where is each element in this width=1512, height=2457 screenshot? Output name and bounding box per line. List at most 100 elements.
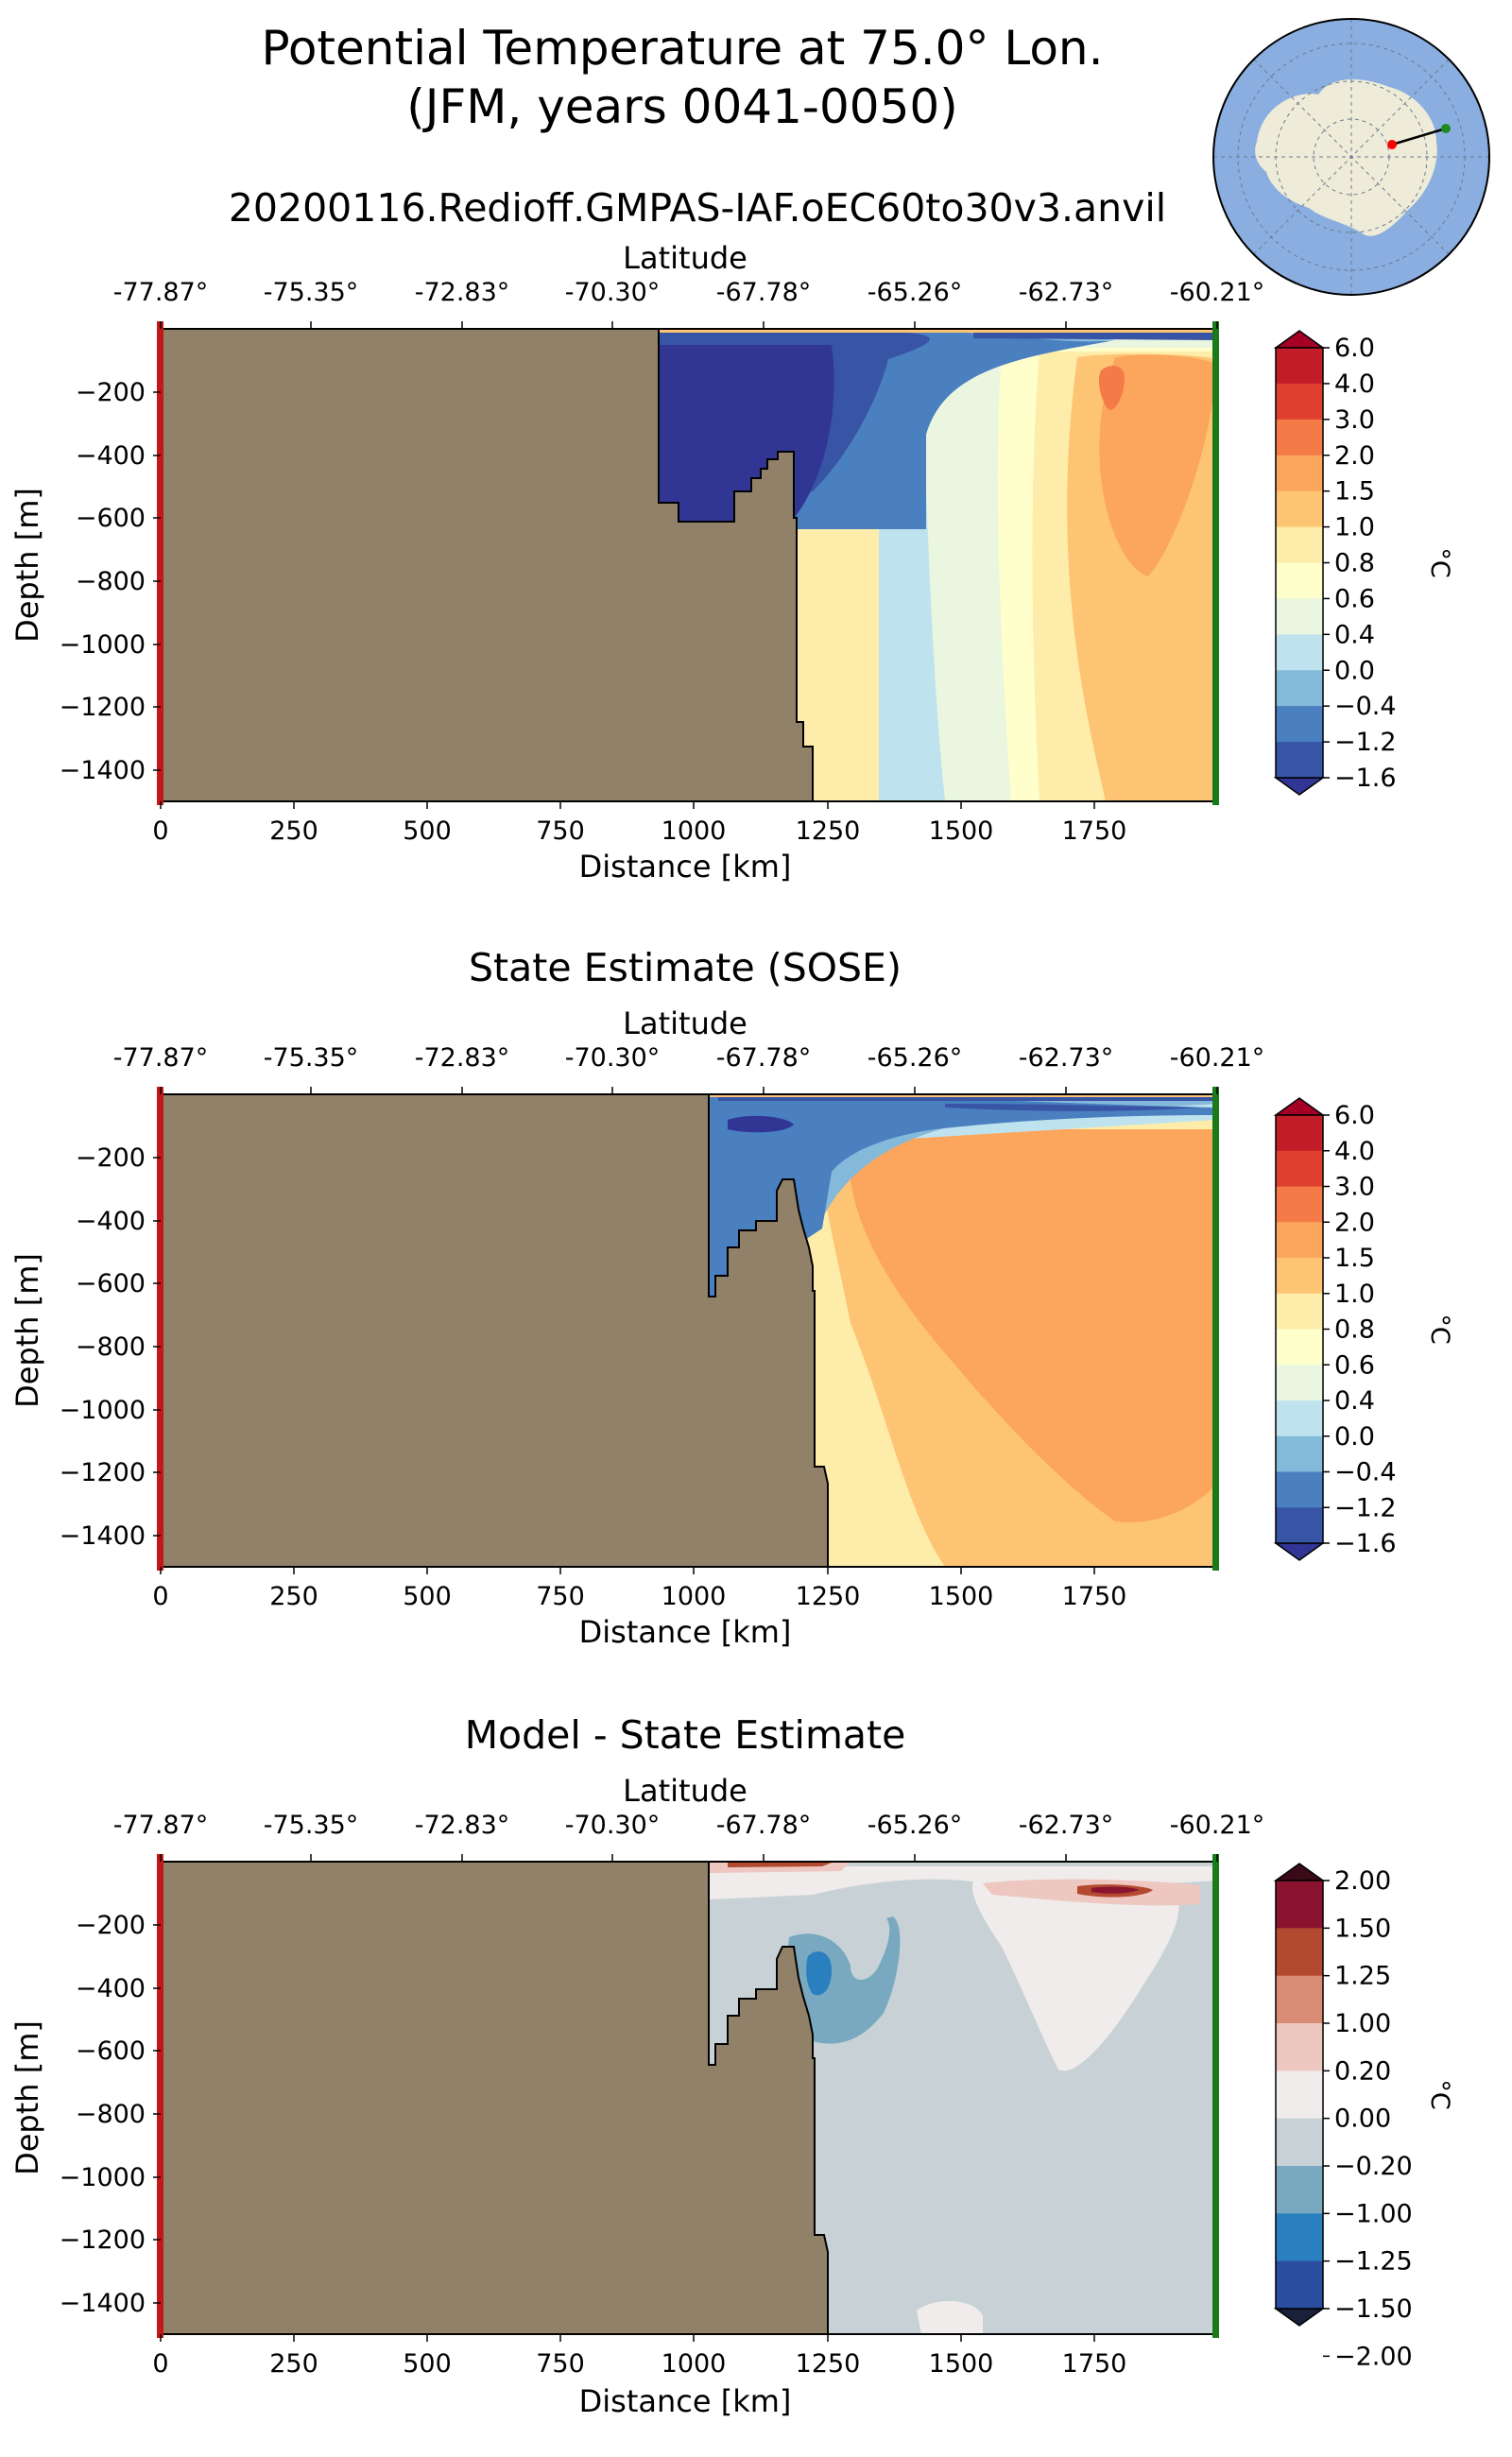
lat-tick-label: -60.21° [1170, 1811, 1265, 1840]
lat-tick-label: -77.87° [113, 1043, 209, 1073]
lat-tick-label: -62.73° [1019, 1043, 1114, 1073]
colorbar-segment [1276, 634, 1323, 671]
panel-difference: Model - State Estimate 0 250 500 [9, 1712, 1454, 2419]
sose-land-mask [160, 1093, 829, 1568]
lat-tick-label: -65.26° [868, 278, 963, 307]
xtick-label: 750 [536, 2349, 585, 2379]
xtick-label: 1250 [796, 816, 861, 846]
colorbar-tick-label: 1.00 [1334, 2009, 1391, 2038]
colorbar-tick-label: 4.0 [1334, 369, 1375, 399]
ytick-label: −1200 [60, 2225, 146, 2255]
colorbar-segment [1276, 742, 1323, 779]
lat-axis-label: Latitude [623, 240, 747, 276]
colorbar-tick-label: 1.0 [1334, 513, 1375, 542]
xtick-label: 750 [536, 1582, 585, 1611]
xtick-label: 250 [269, 2349, 318, 2379]
colorbar-segment [1276, 1258, 1323, 1295]
colorbar-tick-label: 2.00 [1334, 1866, 1391, 1896]
colorbar-segment [1276, 455, 1323, 492]
colorbar-segment [1276, 348, 1323, 385]
colorbar-tick-label: 1.5 [1334, 1244, 1375, 1273]
colorbar-tick-label: −1.6 [1334, 1529, 1397, 1558]
colorbar-extend-min [1273, 777, 1326, 796]
x-axis-label: Distance [km] [579, 2383, 792, 2419]
transect-start-point [1387, 140, 1397, 149]
colorbar-extend-min [1273, 1542, 1326, 1561]
colorbar-segment [1276, 1222, 1323, 1259]
lat-axis-label: Latitude [623, 1773, 747, 1809]
model-ticks [153, 321, 1218, 809]
lat-tick-label: -77.87° [113, 1811, 209, 1840]
lat-tick-label: -70.30° [565, 1043, 661, 1073]
colorbar-tick-label: 1.0 [1334, 1280, 1375, 1309]
ytick-label: −800 [76, 2100, 146, 2129]
colorbar-tick-label: 0.8 [1334, 1315, 1375, 1345]
xtick-label: 1500 [929, 816, 994, 846]
transect-end-marker [1212, 1854, 1219, 2338]
ytick-label: −400 [76, 1207, 146, 1236]
colorbar-segment [1276, 383, 1323, 421]
figure-title-line1: Potential Temperature at 75.0° Lon. [261, 21, 1103, 76]
lat-tick-label: -67.78° [716, 1811, 812, 1840]
colorbar-segment [1276, 598, 1323, 635]
transect-end-marker [1212, 321, 1219, 805]
colorbar-tick-label: 0.8 [1334, 549, 1375, 578]
colorbar-segment [1276, 1435, 1323, 1472]
xtick-label: 1000 [662, 816, 727, 846]
ytick-label: −1400 [60, 1521, 146, 1551]
colorbar-tick-label: 1.50 [1334, 1914, 1391, 1943]
xtick-label: 0 [152, 816, 168, 846]
panel-sose: State Estimate (SOSE) 0 250 500 [9, 945, 1454, 1650]
xtick-label: 0 [152, 1582, 168, 1611]
lat-tick-label: -62.73° [1019, 1811, 1114, 1840]
colorbar-tick-label: 3.0 [1334, 1173, 1375, 1202]
colorbar-segment [1276, 526, 1323, 563]
ytick-label: −200 [76, 1143, 146, 1173]
panel-title: Model - State Estimate [465, 1712, 906, 1758]
ytick-label: −600 [76, 2036, 146, 2066]
colorbar-tick-label: 6.0 [1334, 1101, 1375, 1130]
colorbar-tick-label: −0.4 [1334, 1458, 1397, 1487]
xtick-label: 1250 [796, 1582, 861, 1611]
colorbar-segment [1276, 2166, 1323, 2214]
colorbar-tick-label: 0.0 [1334, 1422, 1375, 1452]
colorbar-tick-label: 6.0 [1334, 334, 1375, 363]
xtick-label: 500 [403, 816, 452, 846]
colorbar-tick-label: 0.4 [1334, 1386, 1375, 1416]
lat-tick-label: -65.26° [868, 1043, 963, 1073]
colorbar-extend-max [1273, 1097, 1326, 1116]
x-axis-label: Distance [km] [579, 1614, 792, 1650]
lat-axis-label: Latitude [623, 1005, 747, 1041]
colorbar-segment [1276, 1471, 1323, 1508]
colorbar-segment [1276, 2070, 1323, 2120]
colorbar-extend-min [1273, 2308, 1326, 2327]
colorbar-tick-label: −0.4 [1334, 692, 1397, 721]
colorbar-segment [1276, 2260, 1323, 2310]
colorbar-tick-label: 1.25 [1334, 1962, 1391, 1991]
colorbar-segment [1276, 2213, 1323, 2262]
xtick-label: 1500 [929, 2349, 994, 2379]
lat-tick-label: -65.26° [868, 1811, 963, 1840]
colorbar-tick-label: 0.6 [1334, 1350, 1375, 1380]
colorbar-tick-label: −1.2 [1334, 1493, 1397, 1522]
ytick-label: −400 [76, 441, 146, 471]
colorbar-tick-label: 1.5 [1334, 477, 1375, 507]
lat-tick-label: -75.35° [264, 1811, 359, 1840]
xtick-label: 1750 [1062, 2349, 1127, 2379]
colorbar-tick-label: 0.0 [1334, 656, 1375, 685]
lat-tick-label: -72.83° [415, 1811, 510, 1840]
colorbar-segment [1276, 562, 1323, 599]
lat-tick-label: -67.78° [716, 278, 812, 307]
colorbar-segment [1276, 490, 1323, 528]
colorbar-tick-label: 0.20 [1334, 2056, 1391, 2086]
colorbar-tick-label: −1.25 [1334, 2247, 1413, 2277]
colorbar-segment [1276, 1365, 1323, 1401]
colorbar-segment [1276, 1507, 1323, 1544]
xtick-label: 750 [536, 816, 585, 846]
lat-tick-label: -70.30° [565, 1811, 661, 1840]
ytick-label: −200 [76, 378, 146, 407]
ytick-label: −600 [76, 504, 146, 533]
colorbar-segment [1276, 1293, 1323, 1330]
colorbar-segment [1276, 706, 1323, 743]
xtick-label: 1000 [662, 2349, 727, 2379]
